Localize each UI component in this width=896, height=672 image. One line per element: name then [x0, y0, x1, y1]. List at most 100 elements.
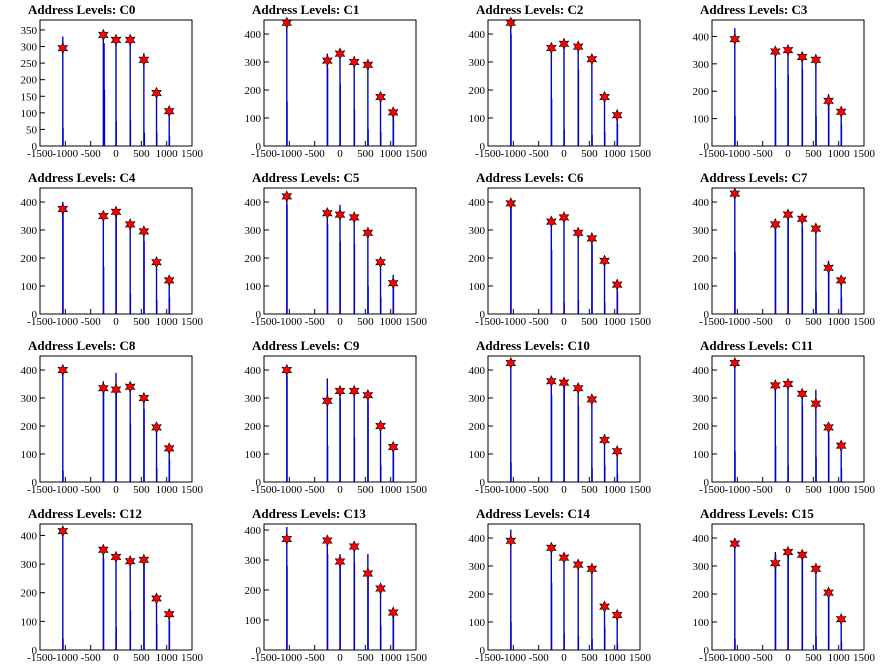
- y-tick-label: 300: [469, 561, 486, 573]
- peak-marker: [124, 33, 136, 47]
- x-tick-label: -500: [529, 316, 550, 328]
- y-tick-label: 400: [21, 197, 38, 209]
- peak-marker: [796, 548, 808, 562]
- peak-marker: [281, 16, 293, 30]
- y-tick-label: 200: [469, 421, 486, 433]
- peak-marker: [769, 556, 781, 570]
- peak-marker: [545, 374, 557, 388]
- x-tick-label: -500: [529, 148, 550, 160]
- peak-marker: [348, 55, 360, 69]
- peak-marker: [362, 226, 374, 240]
- y-tick-label: 0: [32, 645, 38, 657]
- peak-marker: [151, 592, 162, 605]
- x-tick-label: -500: [81, 484, 102, 496]
- y-tick-label: 300: [245, 225, 262, 237]
- y-tick-label: 0: [480, 645, 486, 657]
- peak-marker: [572, 226, 584, 240]
- peak-marker: [124, 218, 136, 231]
- peak-marker: [558, 376, 570, 389]
- x-tick-label: 500: [805, 484, 822, 496]
- x-tick-label: -500: [753, 652, 774, 664]
- peak-marker: [572, 381, 584, 395]
- peak-marker: [281, 363, 293, 377]
- chart-title: Address Levels: C4: [28, 170, 136, 185]
- x-tick-label: -1500: [699, 484, 725, 496]
- y-tick-label: 0: [256, 141, 262, 153]
- y-tick-label: 200: [693, 589, 710, 601]
- peak-marker: [586, 562, 598, 576]
- peak-marker: [387, 606, 399, 619]
- x-tick-label: -1500: [699, 316, 725, 328]
- peak-marker: [729, 32, 741, 46]
- x-tick-label: 0: [113, 652, 119, 664]
- chart-panel: Address Levels: C14 0 100 200 300 400 -1500 -10…: [448, 504, 672, 672]
- peak-marker: [769, 45, 781, 58]
- chart-title: Address Levels: C10: [476, 338, 590, 353]
- peak-marker: [558, 551, 570, 564]
- x-tick-label: 1500: [853, 484, 876, 496]
- y-tick-label: 100: [245, 113, 262, 125]
- x-tick-label: -1500: [27, 484, 53, 496]
- y-tick-label: 100: [245, 615, 262, 627]
- peak-marker: [599, 90, 610, 104]
- x-tick-label: 0: [337, 652, 343, 664]
- peak-marker: [362, 388, 374, 402]
- peak-marker: [387, 276, 399, 290]
- y-tick-label: 100: [693, 281, 710, 293]
- chart-panel: Address Levels: C12 0 100 200 300 400 -1500 -10…: [0, 504, 224, 672]
- y-tick-label: 300: [21, 559, 38, 571]
- x-tick-label: -1000: [500, 316, 526, 328]
- peak-marker: [599, 254, 610, 268]
- x-tick-label: 500: [581, 484, 598, 496]
- x-tick-label: -1000: [500, 484, 526, 496]
- peak-marker: [334, 47, 346, 60]
- y-tick-label: 0: [704, 141, 710, 153]
- x-tick-label: 1500: [181, 316, 204, 328]
- x-tick-label: 1000: [380, 148, 403, 160]
- peak-marker: [782, 208, 794, 221]
- chart-panel: Address Levels: C6 0 100 200 300 400 -1500 -100…: [448, 168, 672, 336]
- x-tick-label: -500: [753, 484, 774, 496]
- peak-marker: [729, 187, 741, 200]
- y-tick-label: 200: [693, 421, 710, 433]
- chart-svg: Address Levels: C0 0 50 100 150 200 250 300 350 -…: [21, 2, 204, 160]
- peak-marker: [810, 562, 822, 576]
- y-tick-label: 300: [469, 57, 486, 69]
- x-tick-label: -1500: [251, 316, 277, 328]
- chart-title: Address Levels: C1: [252, 2, 359, 17]
- chart-svg: Address Levels: C6 0 100 200 300 400 -1500 -100…: [469, 170, 652, 328]
- peak-marker: [57, 363, 69, 377]
- x-tick-label: 1000: [156, 316, 179, 328]
- chart-svg: Address Levels: C1 0 100 200 300 400 -1500 -100…: [245, 2, 428, 160]
- x-tick-label: -500: [305, 652, 326, 664]
- peak-marker: [611, 278, 623, 291]
- chart-title: Address Levels: C0: [28, 2, 135, 17]
- x-tick-label: 1500: [629, 652, 652, 664]
- peak-marker: [163, 607, 175, 621]
- x-tick-label: -1500: [251, 484, 277, 496]
- x-tick-label: 0: [561, 148, 567, 160]
- y-tick-label: 200: [21, 253, 38, 265]
- chart-svg: Address Levels: C13 0 100 200 300 400 -1500 -10…: [245, 506, 428, 664]
- y-tick-label: 0: [32, 477, 38, 489]
- peak-marker: [110, 383, 122, 396]
- peak-marker: [611, 608, 623, 622]
- x-tick-label: 500: [805, 148, 822, 160]
- x-tick-label: -1500: [475, 148, 501, 160]
- y-tick-label: 300: [245, 393, 262, 405]
- y-tick-label: 0: [256, 645, 262, 657]
- peak-marker: [348, 384, 360, 398]
- y-tick-label: 100: [21, 449, 38, 461]
- peak-marker: [810, 222, 822, 235]
- y-tick-label: 400: [21, 530, 38, 542]
- peak-marker: [782, 377, 794, 391]
- peak-marker: [387, 440, 399, 454]
- y-tick-label: 300: [21, 225, 38, 237]
- chart-title: Address Levels: C3: [700, 2, 808, 17]
- chart-title: Address Levels: C6: [476, 170, 584, 185]
- y-tick-label: 200: [469, 85, 486, 97]
- x-tick-label: -1500: [475, 316, 501, 328]
- peak-marker: [163, 274, 175, 287]
- chart-panel: Address Levels: C11 0 100 200 300 400 -1500 -10…: [672, 336, 896, 504]
